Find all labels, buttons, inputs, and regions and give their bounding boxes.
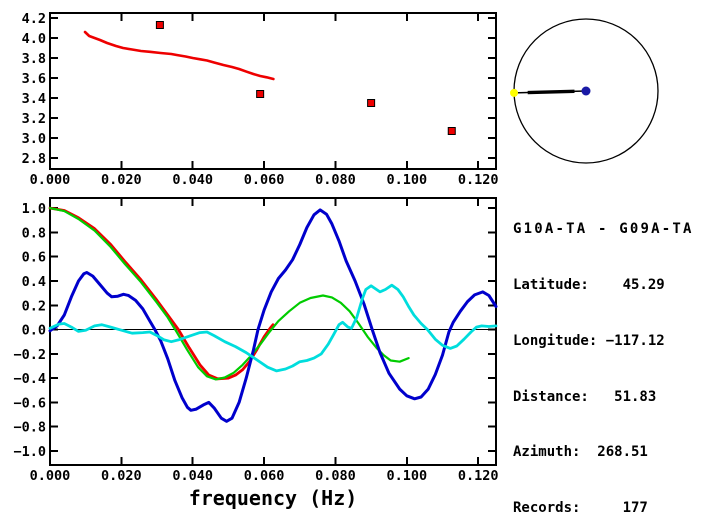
y-tick-label: 3.8 (22, 51, 46, 67)
y-tick-label: 0.2 (22, 298, 46, 314)
y-tick-label: 0.8 (22, 225, 46, 241)
curve-phase-velocity-curve (83, 30, 275, 81)
x-tick-label: 0.040 (172, 172, 213, 188)
y-tick-label: 0.0 (22, 323, 46, 339)
x-tick-label: 0.120 (458, 468, 499, 484)
y-tick-label: 0.4 (22, 274, 46, 290)
data-point-velocity-picks (155, 21, 164, 29)
curve-green-curve (48, 207, 410, 381)
x-tick-label: 0.100 (386, 172, 427, 188)
data-point-velocity-picks (447, 127, 456, 135)
y-tick-label: 3.4 (22, 91, 46, 107)
curve-cyan-curve (48, 283, 498, 373)
longitude-line: Longitude: −117.12 (513, 332, 665, 349)
y-tick-label: −0.2 (13, 347, 46, 363)
curve-red-curve (48, 206, 275, 381)
x-tick-label: 0.060 (244, 172, 285, 188)
y-tick-label: 2.8 (22, 151, 46, 167)
dispersion-plot: 0.000 0.020 0.040 0.060 0.080 0.100 0.120 4.2 4.… (22, 11, 499, 188)
records-line: Records: 177 (513, 500, 648, 517)
x-tick-label: 0.100 (386, 468, 427, 484)
data-point-velocity-picks (367, 99, 376, 107)
distance-line: Distance: 51.83 (513, 388, 657, 405)
x-tick-label: 0.120 (458, 172, 499, 188)
x-axis-label: frequency (Hz) (189, 486, 358, 510)
station-pair-title: G10A-TA - G09A-TA (513, 221, 694, 238)
azimuth-compass (510, 18, 659, 164)
y-tick-label: 3.0 (22, 131, 46, 147)
data-point-velocity-picks (256, 90, 265, 98)
station-dot (510, 88, 519, 97)
x-tick-label: 0.040 (172, 468, 213, 484)
y-tick-label: 0.6 (22, 250, 46, 266)
x-tick-label: 0.060 (244, 468, 285, 484)
x-tick-label: 0.020 (101, 172, 142, 188)
plot-frame (49, 12, 497, 170)
y-tick-label: 4.0 (22, 31, 46, 47)
curve-blue-curve (48, 208, 498, 423)
azimuth-line-thick (527, 89, 575, 95)
correlation-plot: 0.000 0.020 0.040 0.060 0.080 0.100 0.120 1.0 0.… (13, 197, 499, 510)
latitude-line: Latitude: 45.29 (513, 276, 665, 293)
center-dot (581, 86, 591, 96)
y-tick-label: 3.6 (22, 71, 46, 87)
x-tick-label: 0.000 (30, 172, 71, 188)
y-tick-label: −0.4 (13, 371, 46, 387)
y-tick-label: −0.6 (13, 395, 46, 411)
x-tick-label: 0.080 (315, 172, 356, 188)
x-tick-label: 0.000 (30, 468, 71, 484)
y-tick-label: 1.0 (22, 201, 46, 217)
azimuth-line: Azimuth: 268.51 (513, 444, 648, 461)
y-tick-label: 4.2 (22, 11, 46, 27)
y-tick-label: −1.0 (13, 444, 46, 460)
station-info-block: G10A-TA - G09A-TA Latitude: 45.29 Longit… (513, 183, 703, 519)
x-tick-label: 0.080 (315, 468, 356, 484)
y-tick-label: 3.2 (22, 111, 46, 127)
x-tick-label: 0.020 (101, 468, 142, 484)
y-tick-label: −0.8 (13, 420, 46, 436)
